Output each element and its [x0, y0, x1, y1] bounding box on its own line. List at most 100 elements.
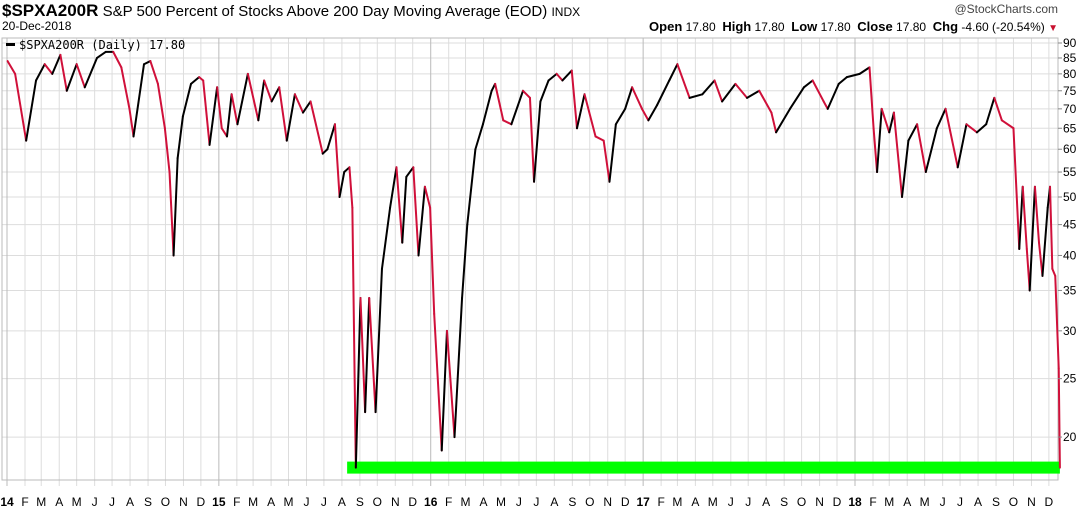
line-segment [528, 96, 536, 183]
line-segment [83, 56, 98, 89]
x-tick-label: N [603, 495, 612, 509]
line-segment [602, 139, 611, 183]
line-segment [758, 89, 773, 114]
line-segment [380, 206, 392, 270]
chg-label: Chg [932, 19, 959, 34]
line-segment [285, 93, 296, 142]
x-tick-label: S [780, 495, 788, 509]
line-segment [608, 123, 617, 183]
line-segment [278, 86, 288, 142]
x-tick-label: F [233, 495, 240, 509]
line-segment [668, 63, 679, 82]
x-tick-label: J [957, 495, 963, 509]
line-segment [348, 166, 354, 209]
close-value: 17.80 [896, 20, 927, 34]
line-segment [1057, 367, 1061, 469]
line-segment [1037, 241, 1044, 277]
line-segment [594, 135, 605, 142]
chart-title: $SPXA200R S&P 500 Percent of Stocks Abov… [2, 1, 580, 21]
line-segment [75, 63, 86, 89]
y-tick-label: 70 [1063, 102, 1077, 116]
x-tick-label: 16 [424, 495, 438, 509]
line-segment [688, 93, 704, 99]
y-tick-label: 80 [1063, 67, 1077, 81]
x-axis: 14 F M A M J J A S O N D 15 F M A M J J A S O N D 16 F M A M J J A S O N D 1… [0, 495, 1053, 509]
grid [2, 38, 1058, 486]
x-tick-label: M [920, 495, 930, 509]
line-segment [14, 72, 28, 142]
line-segment [35, 63, 46, 82]
x-tick-label: O [161, 495, 170, 509]
line-segment [701, 79, 716, 96]
line-segment [775, 107, 791, 134]
line-segment [1018, 185, 1024, 250]
low-value: 17.80 [820, 20, 851, 34]
line-segment [405, 166, 415, 178]
plot-border [1, 37, 1059, 481]
line-segment [176, 115, 184, 160]
chart-date: 20-Dec-2018 [2, 19, 72, 33]
line-segment [481, 89, 493, 126]
x-tick-label: A [903, 495, 911, 509]
line-segment [230, 93, 239, 126]
legend-label: $SPXA200R (Daily) 17.80 [19, 38, 185, 52]
line-segment [956, 123, 968, 169]
x-tick-label: F [869, 495, 876, 509]
y-tick-label: 20 [1063, 430, 1077, 444]
line-segment [656, 79, 671, 107]
chg-value: -4.60 (-20.54%) [961, 20, 1045, 34]
line-segment [25, 79, 38, 142]
x-tick-label: F [657, 495, 664, 509]
line-segment [975, 123, 988, 134]
x-tick-label: O [797, 495, 806, 509]
line-segment [453, 297, 464, 439]
x-tick-label: S [568, 495, 576, 509]
x-tick-label: N [391, 495, 400, 509]
open-value: 17.80 [685, 20, 716, 34]
x-tick-label: J [940, 495, 946, 509]
line-segment [640, 107, 650, 122]
x-tick-label: D [408, 495, 417, 509]
line-segment [225, 93, 233, 138]
line-segment [65, 63, 78, 92]
line-segment [575, 93, 586, 130]
line-segment [510, 89, 524, 126]
line-segment [561, 69, 573, 82]
x-tick-label: M [72, 495, 82, 509]
line-segment [95, 50, 107, 59]
x-tick-label: D [621, 495, 630, 509]
line-segment [163, 127, 171, 174]
line-segment [257, 79, 266, 122]
high-label: High [722, 19, 752, 34]
x-tick-label: D [197, 495, 206, 509]
line-segment [429, 206, 436, 315]
line-segment [746, 89, 761, 99]
line-segment [189, 76, 201, 85]
line-segment [916, 123, 927, 174]
line-segment [395, 166, 404, 244]
x-tick-label: D [833, 495, 842, 509]
line-segment [555, 72, 564, 82]
line-segment [822, 100, 829, 110]
line-segment [935, 107, 947, 130]
line-segment [354, 297, 362, 469]
line-segment [417, 185, 426, 257]
legend-swatch [6, 43, 15, 46]
description: S&P 500 Percent of Stocks Above 200 Day … [102, 3, 548, 20]
x-tick-label: J [321, 495, 327, 509]
line-segment [924, 127, 938, 174]
line-segment [901, 139, 910, 199]
line-segment [293, 93, 305, 114]
symbol: $SPXA200R [2, 1, 99, 20]
line-segment [944, 107, 959, 169]
line-segment [168, 171, 175, 257]
line-segment [132, 63, 145, 138]
line-segment [907, 123, 919, 142]
line-segment [59, 53, 68, 92]
x-tick-label: 14 [0, 495, 14, 509]
x-tick-label: M [708, 495, 718, 509]
x-tick-label: 18 [848, 495, 862, 509]
line-segment [631, 86, 643, 110]
x-tick-label: A [550, 495, 558, 509]
x-tick-label: J [745, 495, 751, 509]
